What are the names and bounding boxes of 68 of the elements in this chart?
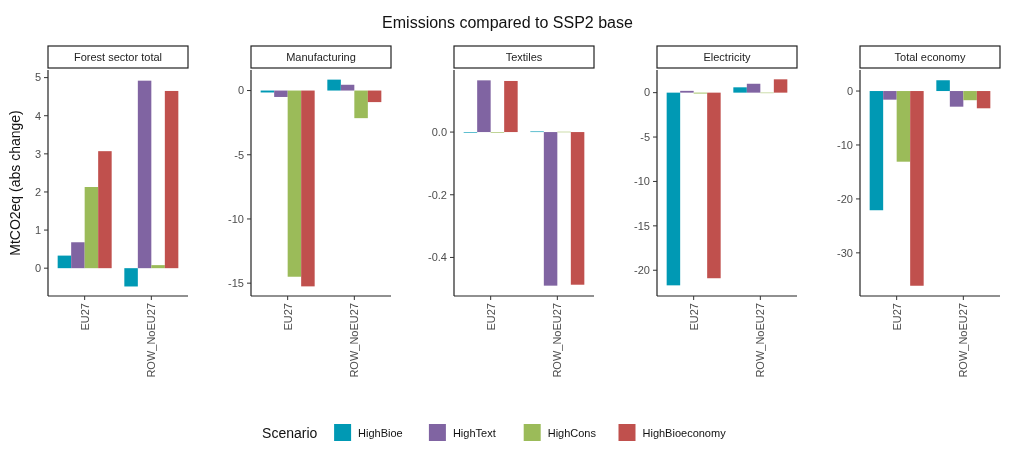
y-tick-label: -15 bbox=[228, 277, 244, 290]
bar bbox=[84, 187, 99, 269]
y-tick-label: 2 bbox=[34, 185, 41, 198]
bar bbox=[137, 80, 152, 269]
y-tick-label: 0.0 bbox=[431, 125, 447, 138]
bar bbox=[367, 90, 382, 103]
y-tick-label: 1 bbox=[34, 223, 41, 236]
bar bbox=[124, 268, 138, 287]
x-tick-label: EU27 bbox=[78, 303, 91, 331]
bar bbox=[543, 132, 558, 286]
bar bbox=[666, 92, 681, 286]
bar bbox=[504, 80, 518, 133]
x-tick-label: ROW_NoEU27 bbox=[957, 303, 970, 378]
y-tick-label: -10 bbox=[228, 212, 244, 225]
y-tick-label: 3 bbox=[34, 147, 41, 160]
chart-title: Total economy bbox=[894, 51, 966, 63]
bar bbox=[340, 84, 355, 91]
y-tick-label: 0 bbox=[237, 84, 244, 97]
legend-label: HighCons bbox=[547, 426, 597, 439]
bar bbox=[733, 87, 747, 93]
bar bbox=[274, 90, 288, 97]
bar bbox=[354, 90, 368, 119]
legend-label: HighText bbox=[452, 426, 496, 439]
bar bbox=[287, 90, 302, 277]
y-tick-label: -10 bbox=[837, 138, 853, 151]
x-tick-label: ROW_NoEU27 bbox=[754, 303, 767, 378]
bar bbox=[57, 255, 72, 269]
chart-title: Forest sector total bbox=[73, 51, 163, 63]
y-tick-label: -5 bbox=[640, 130, 650, 143]
y-tick-label: 0 bbox=[643, 86, 650, 99]
chart-title: Manufacturing bbox=[286, 51, 356, 63]
text: Emissions compared to SSP2 base bbox=[382, 14, 633, 31]
legend-label: HighBioeconomy bbox=[642, 426, 727, 439]
x-tick-label: ROW_NoEU27 bbox=[145, 303, 158, 378]
legend-label: HighBioe bbox=[358, 426, 403, 439]
bar bbox=[151, 265, 165, 269]
y-tick-label: -0.2 bbox=[428, 188, 447, 201]
y-axis-title: MtCO2eq (abs change) bbox=[7, 110, 23, 256]
y-tick-label: -10 bbox=[634, 175, 650, 188]
y-tick-label: -15 bbox=[634, 219, 650, 232]
bar bbox=[773, 79, 788, 93]
y-tick-label: -20 bbox=[837, 192, 853, 205]
bar bbox=[477, 80, 491, 133]
bar bbox=[98, 151, 112, 269]
x-tick-label: EU27 bbox=[687, 303, 700, 331]
bar bbox=[301, 90, 315, 287]
chart-title: Textiles bbox=[505, 51, 543, 63]
y-tick-label: -5 bbox=[234, 148, 244, 161]
y-tick-label: 0 bbox=[34, 262, 41, 275]
bar bbox=[71, 242, 85, 269]
y-tick-label: -20 bbox=[634, 264, 650, 277]
y-tick-label: -30 bbox=[837, 246, 853, 259]
bar bbox=[746, 83, 761, 93]
y-tick-label: -0.4 bbox=[428, 251, 447, 264]
bar bbox=[327, 79, 341, 91]
x-tick-label: EU27 bbox=[890, 303, 903, 331]
bar bbox=[570, 132, 585, 285]
y-tick-label: 0 bbox=[846, 84, 853, 97]
x-tick-label: EU27 bbox=[281, 303, 294, 331]
bar bbox=[164, 90, 179, 269]
x-tick-label: EU27 bbox=[484, 303, 497, 331]
chart-title: Electricity bbox=[703, 51, 752, 63]
x-tick-label: ROW_NoEU27 bbox=[551, 303, 564, 378]
legend-title: Scenario bbox=[262, 424, 318, 441]
x-tick-label: ROW_NoEU27 bbox=[348, 303, 361, 378]
bar bbox=[707, 92, 721, 279]
y-tick-label: 4 bbox=[34, 109, 41, 122]
y-tick-label: 5 bbox=[34, 71, 41, 84]
